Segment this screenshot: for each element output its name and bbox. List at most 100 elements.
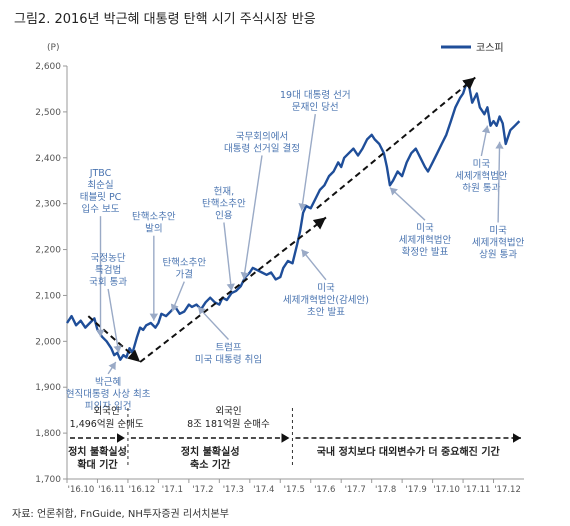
event-label: 대통령 선거일 결정 xyxy=(224,142,300,154)
y-tick-label: 1,800 xyxy=(35,429,61,439)
event-label: 세제개혁법안 xyxy=(399,235,452,246)
y-tick-label: 2,400 xyxy=(35,154,61,164)
event-pointer xyxy=(223,222,235,291)
event-pointer xyxy=(389,187,426,221)
event-pointer xyxy=(107,361,117,375)
y-tick-label: 2,100 xyxy=(35,291,61,301)
event-label: 세제개혁법안 xyxy=(455,171,508,182)
y-tick-label: 2,200 xyxy=(35,246,61,256)
event-label: 세제개혁법안(감세안) xyxy=(283,294,369,306)
x-tick-label: '17.3 xyxy=(223,485,244,495)
x-tick-label: '17.1 xyxy=(162,485,183,495)
x-tick-label: '17.10 xyxy=(433,485,460,495)
x-tick-label: '17.7 xyxy=(345,485,366,495)
event-label: 특검법 xyxy=(95,264,121,276)
x-tick-label: '16.11 xyxy=(98,485,125,495)
y-tick-label: 2,000 xyxy=(35,337,61,347)
event-label: 발의 xyxy=(145,224,162,235)
event-pointer xyxy=(480,125,491,157)
event-label: 국회 통과 xyxy=(89,277,127,288)
event-label: 세제개혁법안 xyxy=(472,237,525,248)
source-note: 자료: 언론취합, FnGuide, NH투자증권 리서치본부 xyxy=(12,509,229,520)
x-tick-label: '16.10 xyxy=(68,485,95,495)
event-label: 태블릿 PC xyxy=(80,191,122,203)
x-tick-label: '17.6 xyxy=(314,485,335,495)
event-label: 인용 xyxy=(215,210,233,221)
x-tick-label: '17.2 xyxy=(192,485,213,495)
event-label: 트럼프 xyxy=(215,342,241,354)
event-label: 국정농단 xyxy=(91,253,126,264)
flow-note-text: 외국인 xyxy=(215,405,241,417)
x-tick-label: '17.8 xyxy=(375,485,396,495)
phase-label: 국내 정치보다 대외변수가 더 중요해진 기간 xyxy=(317,445,501,458)
event-label: 초안 발표 xyxy=(307,307,345,318)
phase-label-text: 확대 기간 xyxy=(77,458,118,471)
event-label: 탄핵소추안 xyxy=(132,211,176,223)
phase-label-text: 축소 기간 xyxy=(190,458,231,471)
event-label: 미국 xyxy=(473,159,491,170)
event-label: 19대 대통령 선거 xyxy=(280,89,351,101)
event-pointer xyxy=(301,249,327,281)
event-label: 미국 대통령 취임 xyxy=(195,354,262,366)
event-label: 미국 xyxy=(317,283,335,294)
x-tick-label: '17.12 xyxy=(494,485,521,495)
event-pointer xyxy=(170,281,185,312)
event-label: 상원 통과 xyxy=(479,249,517,260)
y-unit-label: (P) xyxy=(47,43,59,53)
event-label: 헌재, xyxy=(214,186,235,197)
series-line-kospi xyxy=(66,83,521,361)
event-label: 미국 xyxy=(489,225,507,236)
event-pointer xyxy=(240,155,263,280)
trend-arrow xyxy=(87,315,141,363)
event-label: 탄핵소추안 xyxy=(162,257,206,269)
event-pointer xyxy=(298,114,316,211)
event-label: JTBC xyxy=(89,168,112,179)
event-label: 현직대통령 사상 최초 xyxy=(66,388,151,400)
trend-arrow xyxy=(316,76,476,210)
event-pointer xyxy=(107,288,122,353)
trend-arrow xyxy=(139,216,327,363)
event-label: 입수 보도 xyxy=(82,203,120,215)
phase-label-text: 정치 불확실성 xyxy=(68,445,127,458)
event-label: 국무회의에서 xyxy=(236,131,288,142)
event-label: 미국 xyxy=(416,223,434,234)
x-tick-label: '17.5 xyxy=(284,485,305,495)
event-label: 확정안 발표 xyxy=(402,246,449,258)
x-tick-label: '17.9 xyxy=(406,485,427,495)
flow-note-text: 1,496억원 순매도 xyxy=(70,418,144,430)
y-tick-label: 1,900 xyxy=(35,383,61,393)
event-label: 하원 통과 xyxy=(462,182,500,194)
legend-label: 코스피 xyxy=(476,42,504,54)
flow-note-text: 외국인 xyxy=(93,405,119,417)
event-label: 피의자 입건 xyxy=(85,400,132,412)
figure-title: 그림2. 2016년 박근혜 대통령 탄핵 시기 주식시장 반응 xyxy=(14,12,316,27)
event-label: 최순실 xyxy=(87,180,113,191)
event-label: 문재인 당선 xyxy=(292,102,339,113)
phase-label-text: 국내 정치보다 대외변수가 더 중요해진 기간 xyxy=(317,445,501,458)
x-tick-label: '16.12 xyxy=(129,485,156,495)
x-tick-label: '17.11 xyxy=(464,485,491,495)
phase-label-text: 정치 불확실성 xyxy=(181,445,240,458)
event-pointer xyxy=(495,141,504,223)
y-tick-label: 2,600 xyxy=(35,62,61,72)
event-label: 탄핵소추안 xyxy=(202,197,246,209)
y-tick-label: 2,500 xyxy=(35,108,61,118)
event-label: 박근혜 xyxy=(95,376,121,388)
